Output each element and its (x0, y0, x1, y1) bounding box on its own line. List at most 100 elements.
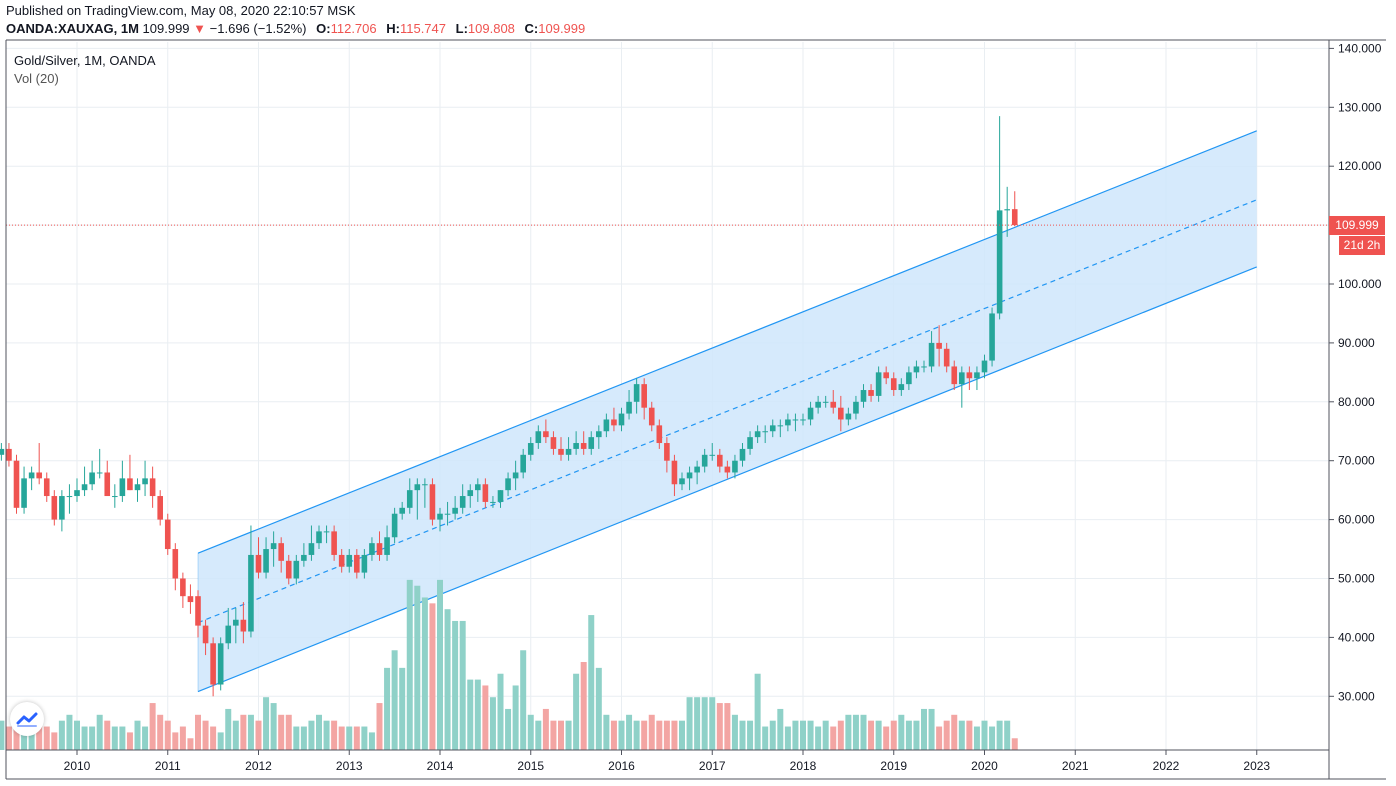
volume-bar (958, 720, 965, 750)
candle-body (921, 366, 927, 368)
candle-body (679, 478, 685, 485)
volume-bar (368, 732, 375, 750)
candle-body (709, 454, 716, 456)
candle-body (701, 454, 708, 467)
candle-body (195, 596, 201, 626)
candle-body (656, 425, 663, 444)
candle-body (1011, 209, 1018, 226)
candle-body (974, 372, 980, 379)
volume-bar (323, 720, 330, 750)
volume-bar (603, 714, 610, 750)
candle-body (928, 342, 935, 367)
volume-bar (126, 732, 133, 750)
volume-bar (754, 673, 761, 750)
volume-bar (890, 720, 897, 750)
candle-body (906, 372, 912, 385)
volume-bar (331, 720, 338, 750)
volume-bar (202, 720, 209, 750)
candle-body (278, 543, 284, 561)
candle-body (490, 501, 496, 503)
volume-bar (875, 720, 882, 750)
volume-bar (716, 703, 723, 750)
volume-bar (255, 720, 262, 750)
volume-bar (618, 720, 625, 750)
candle-body (611, 419, 617, 426)
candle-body (505, 478, 511, 491)
x-tick-label: 2012 (245, 759, 272, 773)
candle-body (520, 454, 526, 473)
candle-body (671, 460, 678, 485)
volume-bar (104, 720, 111, 750)
volume-bar (421, 597, 428, 750)
channel-lower-line (197, 266, 1257, 693)
candle-body (323, 531, 330, 533)
candle-body (475, 484, 481, 491)
volume-bar (663, 720, 670, 750)
candle-body (618, 413, 625, 426)
x-tick-label: 2017 (699, 759, 726, 773)
tradingview-logo-icon[interactable] (10, 702, 44, 736)
candle-body (233, 619, 239, 626)
volume-indicator-label[interactable]: Vol (20) (14, 71, 59, 86)
candle-body (225, 625, 232, 644)
candle-body (119, 478, 126, 497)
candle-body (800, 419, 806, 421)
candle-body (376, 543, 383, 555)
volume-bar (142, 726, 149, 750)
candle-body (21, 478, 27, 508)
volume-bar (187, 738, 194, 750)
volume-bar (860, 714, 867, 750)
volume-bar (966, 720, 973, 750)
candle-body (943, 348, 950, 367)
volume-bar (437, 579, 443, 750)
y-tick-label: 50.000 (1338, 572, 1375, 586)
volume-bar (467, 679, 474, 750)
volume-bar (21, 732, 28, 750)
candle-body (210, 643, 216, 685)
volume-bar (905, 720, 912, 750)
y-tick-label: 100.000 (1338, 277, 1382, 291)
volume-bar (399, 667, 406, 750)
candle-body (149, 478, 156, 497)
candle-body (603, 419, 610, 432)
candle-body (36, 472, 42, 479)
volume-bar (701, 697, 708, 750)
series-title[interactable]: Gold/Silver, 1M, OANDA (14, 53, 156, 68)
low-value: 109.808 (467, 21, 515, 36)
volume-bar (724, 703, 731, 750)
candle-body (769, 425, 776, 432)
open-label: O: (316, 21, 331, 36)
x-tick-label: 2019 (880, 759, 907, 773)
volume-bar (520, 650, 527, 750)
candle-body (739, 448, 746, 461)
volume-bar (951, 714, 958, 750)
x-tick-label: 2021 (1062, 759, 1089, 773)
countdown-badge: 21d 2h (1339, 236, 1385, 255)
candle-body (248, 554, 254, 632)
candle-body (467, 490, 474, 497)
candle-body (648, 407, 655, 426)
volume-bar (822, 720, 829, 750)
chart-axes: 30.000 40.000 50.000 60.000 70.000 80.000 90.0… (5, 39, 1386, 780)
regression-channel[interactable] (197, 130, 1257, 693)
candle-body (157, 496, 163, 520)
volume-bar (512, 685, 519, 750)
volume-bar (883, 726, 890, 750)
candle-body (543, 431, 549, 438)
x-tick-label: 2015 (517, 759, 544, 773)
candle-body (346, 554, 353, 567)
candle-body (270, 543, 277, 550)
volume-bar (936, 726, 943, 750)
x-tick-label: 2011 (155, 759, 181, 773)
volume-bar (232, 720, 239, 750)
candle-body (437, 513, 443, 520)
volume-bar (898, 714, 905, 750)
volume-bar (316, 714, 322, 750)
volume-bar (172, 732, 179, 750)
candle-body (59, 496, 65, 520)
candle-body (13, 460, 20, 508)
volume-bar (550, 720, 557, 750)
volume-bars (0, 579, 1018, 750)
x-tick-label: 2016 (608, 759, 635, 773)
